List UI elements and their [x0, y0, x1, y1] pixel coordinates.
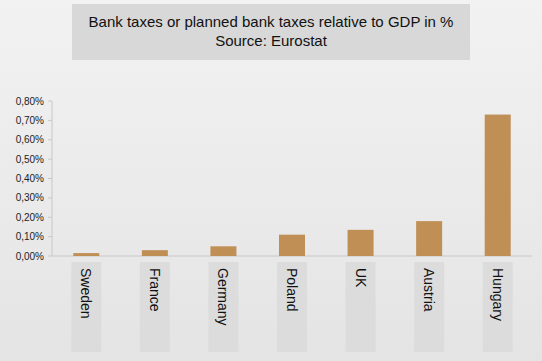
- chart: Bank taxes or planned bank taxes relativ…: [0, 0, 542, 361]
- y-tick-label: 0,70%: [16, 115, 44, 126]
- bar: [485, 115, 511, 256]
- y-tick-label: 0,50%: [16, 154, 44, 165]
- y-tick-label: 0,10%: [16, 231, 44, 242]
- x-tick-label: Austria: [421, 268, 437, 312]
- y-tick: [48, 159, 52, 160]
- category-box: [71, 262, 101, 352]
- y-tick: [48, 217, 52, 218]
- chart-root: Bank taxes or planned bank taxes relativ…: [0, 0, 542, 361]
- bar: [73, 253, 99, 256]
- title: Bank taxes or planned bank taxes relativ…: [89, 13, 454, 30]
- category-box: [140, 262, 170, 352]
- bar: [210, 246, 236, 256]
- bar: [142, 250, 168, 256]
- bar: [416, 221, 442, 256]
- x-tick-label: Germany: [215, 268, 231, 326]
- x-tick-label: Sweden: [78, 268, 94, 319]
- category-box: [277, 262, 307, 352]
- y-tick: [48, 178, 52, 179]
- bar: [348, 230, 374, 256]
- category-box: [208, 262, 238, 352]
- x-tick-label: Hungary: [490, 268, 506, 321]
- x-tick-label: UK: [353, 268, 369, 288]
- y-tick: [48, 197, 52, 198]
- subtitle: Source: Eurostat: [215, 32, 328, 49]
- category-box: [483, 262, 513, 352]
- y-tick: [48, 101, 52, 102]
- y-tick-label: 0,80%: [16, 96, 44, 107]
- y-tick-label: 0,60%: [16, 134, 44, 145]
- category-box: [346, 262, 376, 352]
- y-tick-label: 0,20%: [16, 212, 44, 223]
- y-tick-label: 0,00%: [16, 251, 44, 262]
- x-tick-label: France: [147, 268, 163, 312]
- category-box: [414, 262, 444, 352]
- y-tick-label: 0,30%: [16, 192, 44, 203]
- y-tick: [48, 236, 52, 237]
- y-tick: [48, 256, 52, 257]
- y-tick: [48, 139, 52, 140]
- title-box: [72, 4, 470, 60]
- x-tick-label: Poland: [284, 268, 300, 312]
- background: [0, 0, 542, 361]
- y-tick: [48, 120, 52, 121]
- bars: [73, 115, 510, 256]
- y-tick-label: 0,40%: [16, 173, 44, 184]
- bar: [279, 235, 305, 256]
